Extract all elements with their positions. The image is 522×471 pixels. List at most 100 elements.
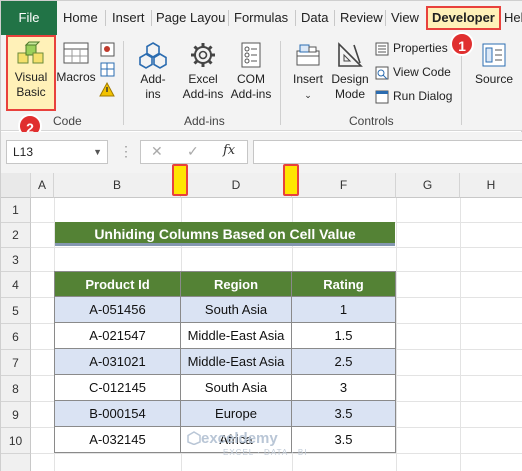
properties-icon bbox=[375, 42, 389, 56]
tab-insert[interactable]: Insert bbox=[112, 10, 145, 25]
cell-product-id[interactable]: A-032145 bbox=[54, 427, 181, 453]
header-rating[interactable]: Rating bbox=[292, 271, 396, 297]
formula-buttons: ✕ ✓ fx bbox=[140, 140, 248, 164]
visual-basic-label-2: Basic bbox=[16, 85, 46, 99]
tab-home[interactable]: Home bbox=[63, 10, 98, 25]
row-header-4[interactable]: 4 bbox=[1, 272, 31, 298]
table-row: A-031021 Middle-East Asia 2.5 bbox=[54, 349, 396, 375]
column-header-g[interactable]: G bbox=[396, 173, 460, 198]
row-header-6[interactable]: 6 bbox=[1, 324, 31, 350]
tab-developer[interactable]: Developer bbox=[426, 6, 501, 30]
toolbox-icon bbox=[296, 44, 320, 66]
formula-bar: L13 ▼ ⋮ ✕ ✓ fx bbox=[1, 132, 522, 173]
cell-rating[interactable]: 2.5 bbox=[292, 349, 396, 375]
row-header-1[interactable]: 1 bbox=[1, 198, 31, 223]
excel-add-ins-button[interactable]: Excel Add-ins bbox=[179, 41, 227, 102]
source-button[interactable]: Source bbox=[471, 41, 517, 87]
add-ins-button[interactable]: Add- ins bbox=[133, 41, 173, 102]
ribbon: Visual Basic Macros Code bbox=[1, 32, 522, 138]
cell-product-id[interactable]: C-012145 bbox=[54, 375, 181, 401]
column-header-f[interactable]: F bbox=[292, 173, 396, 198]
column-header-a[interactable]: A bbox=[31, 173, 54, 198]
row-header-7[interactable]: 7 bbox=[1, 350, 31, 376]
column-header-d[interactable]: D bbox=[181, 173, 292, 198]
name-box-value: L13 bbox=[13, 145, 34, 159]
design-mode-label-2: Mode bbox=[334, 87, 366, 101]
column-header-b[interactable]: B bbox=[54, 173, 181, 198]
macros-icon bbox=[63, 42, 89, 64]
cell-product-id[interactable]: B-000154 bbox=[54, 401, 181, 427]
column-header-h[interactable]: H bbox=[460, 173, 522, 198]
exceldemy-logo-icon bbox=[187, 431, 201, 445]
cell-region[interactable]: South Asia bbox=[181, 297, 292, 323]
macros-button[interactable]: Macros bbox=[55, 41, 97, 85]
run-dialog-label: Run Dialog bbox=[393, 89, 453, 103]
chevron-down-icon[interactable]: ▼ bbox=[93, 147, 102, 157]
tab-data[interactable]: Data bbox=[301, 10, 329, 25]
cell-product-id[interactable]: A-031021 bbox=[54, 349, 181, 375]
add-ins-icon bbox=[139, 42, 167, 69]
cell-rating[interactable]: 1.5 bbox=[292, 323, 396, 349]
run-dialog-button[interactable]: Run Dialog bbox=[375, 87, 452, 105]
table-header-row: Product Id Region Rating bbox=[54, 271, 396, 297]
gear-icon bbox=[191, 43, 215, 67]
view-code-button[interactable]: View Code bbox=[375, 63, 451, 81]
cell-rating[interactable]: 3 bbox=[292, 375, 396, 401]
tab-view[interactable]: View bbox=[391, 10, 419, 25]
sheet-title[interactable]: Unhiding Columns Based on Cell Value bbox=[55, 222, 395, 246]
ribbon-tabs: File Home Insert Page Layou Formulas Dat… bbox=[1, 1, 522, 35]
header-product-id[interactable]: Product Id bbox=[54, 271, 181, 297]
cell-region[interactable]: Europe bbox=[181, 401, 292, 427]
row-header-5[interactable]: 5 bbox=[1, 298, 31, 324]
hidden-column-c-marker bbox=[172, 164, 188, 196]
cell-rating[interactable]: 3.5 bbox=[292, 427, 396, 453]
table-row: B-000154 Europe 3.5 bbox=[54, 401, 396, 427]
enter-icon[interactable]: ✓ bbox=[187, 143, 199, 159]
cell-product-id[interactable]: A-051456 bbox=[54, 297, 181, 323]
row-header-10[interactable]: 10 bbox=[1, 428, 31, 454]
worksheet-grid: A B D F G H 1 2 3 4 5 6 7 8 9 10 Unhidin… bbox=[1, 164, 522, 471]
cell-region[interactable]: Middle-East Asia bbox=[181, 323, 292, 349]
visual-basic-button[interactable]: Visual Basic bbox=[6, 35, 56, 111]
add-ins-label-2: ins bbox=[145, 87, 161, 101]
tab-page-layout[interactable]: Page Layou bbox=[156, 10, 226, 25]
row-header-9[interactable]: 9 bbox=[1, 402, 31, 428]
cell-region[interactable]: Middle-East Asia bbox=[181, 349, 292, 375]
visual-basic-icon bbox=[17, 41, 44, 64]
properties-button[interactable]: Properties bbox=[375, 39, 448, 57]
select-all-corner[interactable] bbox=[1, 173, 31, 198]
com-add-ins-icon bbox=[241, 42, 261, 68]
row-header-11[interactable] bbox=[1, 454, 31, 471]
tab-review[interactable]: Review bbox=[340, 10, 383, 25]
cancel-icon[interactable]: ✕ bbox=[151, 143, 163, 159]
cell-region[interactable]: South Asia bbox=[181, 375, 292, 401]
formula-input[interactable] bbox=[253, 140, 522, 164]
insert-function-icon[interactable]: fx bbox=[223, 143, 236, 158]
com-add-ins-label-1: COM bbox=[237, 72, 265, 86]
header-region[interactable]: Region bbox=[181, 271, 292, 297]
macros-label: Macros bbox=[56, 70, 96, 84]
run-dialog-icon bbox=[375, 90, 389, 104]
com-add-ins-button[interactable]: COM Add-ins bbox=[229, 41, 273, 102]
cell-product-id[interactable]: A-021547 bbox=[54, 323, 181, 349]
design-mode-label-1: Design bbox=[331, 72, 369, 86]
xml-source-icon bbox=[482, 43, 506, 67]
tab-help[interactable]: Hel bbox=[504, 10, 522, 25]
add-ins-group-label: Add-ins bbox=[184, 114, 225, 128]
cell-rating[interactable]: 3.5 bbox=[292, 401, 396, 427]
view-code-label: View Code bbox=[393, 65, 451, 79]
cell-rating[interactable]: 1 bbox=[292, 297, 396, 323]
row-header-2[interactable]: 2 bbox=[1, 223, 31, 248]
design-mode-button[interactable]: Design Mode bbox=[329, 41, 371, 102]
chevron-down-icon: ⌄ bbox=[304, 90, 312, 100]
row-header-8[interactable]: 8 bbox=[1, 376, 31, 402]
insert-control-label: Insert bbox=[292, 72, 323, 86]
macro-security-icons[interactable] bbox=[99, 41, 117, 101]
name-box[interactable]: L13 ▼ bbox=[6, 140, 108, 164]
tab-file[interactable]: File bbox=[1, 1, 57, 35]
resize-handle-icon[interactable]: ⋮ bbox=[119, 143, 133, 159]
insert-control-button[interactable]: Insert ⌄ bbox=[288, 41, 328, 103]
row-header-3[interactable]: 3 bbox=[1, 248, 31, 272]
tab-formulas[interactable]: Formulas bbox=[234, 10, 289, 25]
